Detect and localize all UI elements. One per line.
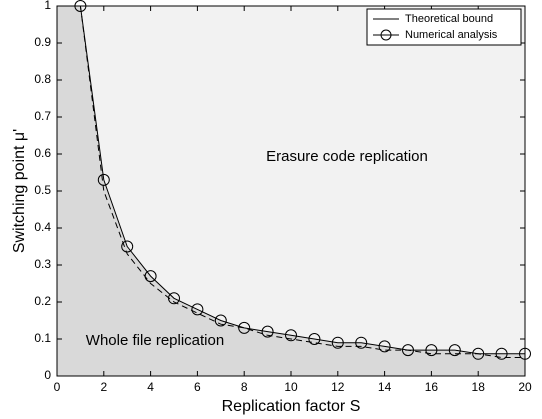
y-tick-label: 0 (44, 368, 51, 382)
y-tick-label: 0.7 (34, 109, 51, 123)
y-tick-label: 0.5 (34, 183, 51, 197)
point (519, 347, 531, 360)
legend-label: Numerical analysis (405, 29, 498, 41)
point (285, 329, 297, 342)
x-tick-label: 12 (331, 380, 345, 394)
y-tick-label: 0.4 (34, 220, 51, 234)
annotation: Erasure code replication (266, 148, 428, 165)
annotation: Whole file replication (86, 332, 224, 349)
x-tick-label: 18 (472, 380, 486, 394)
point (331, 336, 344, 349)
point (425, 344, 438, 357)
y-tick-label: 0.3 (34, 257, 51, 271)
point (261, 325, 274, 338)
point (214, 314, 227, 327)
x-tick-label: 0 (54, 380, 61, 394)
y-tick-label: 0.1 (34, 331, 51, 345)
x-tick-label: 4 (147, 380, 154, 394)
point (74, 0, 87, 12)
x-tick-label: 20 (518, 380, 532, 394)
point (121, 240, 134, 253)
legend-label: Theoretical bound (405, 13, 493, 25)
y-axis-label: Switching point μ' (11, 129, 28, 253)
y-tick-label: 0.2 (34, 294, 51, 308)
legend-box (366, 8, 522, 46)
x-tick-label: 14 (378, 380, 392, 394)
x-tick-label: 10 (284, 380, 298, 394)
y-tick-label: 0.8 (34, 72, 51, 86)
point (168, 292, 180, 305)
region-fill (57, 6, 525, 376)
y-tick-label: 0.6 (34, 146, 51, 160)
point (355, 336, 368, 349)
x-tick-label: 6 (194, 380, 201, 394)
x-tick-label: 8 (241, 380, 248, 394)
point (448, 344, 461, 357)
point (402, 344, 414, 357)
plot-frame (56, 5, 526, 377)
point (144, 270, 157, 283)
y-tick-label: 0.9 (34, 35, 51, 49)
point (238, 321, 251, 334)
legend-marker (380, 29, 392, 41)
point (472, 347, 485, 360)
y-tick-label: 1 (44, 0, 51, 12)
x-axis-label: Replication factor S (222, 398, 361, 415)
x-tick-label: 16 (425, 380, 439, 394)
point (308, 333, 321, 345)
point (378, 340, 391, 353)
x-tick-label: 2 (100, 380, 107, 394)
point (191, 303, 204, 316)
point (97, 173, 110, 186)
point (495, 347, 508, 360)
